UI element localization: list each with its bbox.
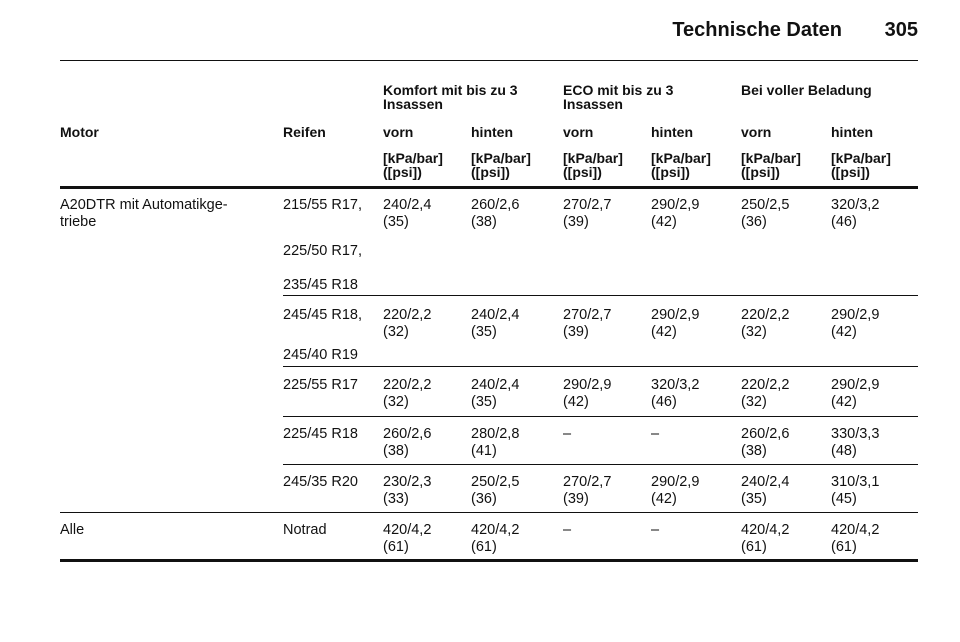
pressure-cell: 220/2,2 (32) xyxy=(383,307,432,340)
pressure-cell: 290/2,9 (42) xyxy=(651,197,700,230)
column-header: vorn xyxy=(563,124,594,140)
row-rule xyxy=(283,366,918,367)
unit-header: [kPa/bar] ([psi]) xyxy=(383,150,443,180)
pressure-cell: 250/2,5 (36) xyxy=(471,474,520,507)
tire-cell: 215/55 R17, xyxy=(283,197,363,213)
pressure-cell: 260/2,6 (38) xyxy=(383,426,432,459)
pressure-cell: 290/2,9 (42) xyxy=(831,307,880,340)
pressure-cell: 240/2,4 (35) xyxy=(741,474,790,507)
pressure-cell: – xyxy=(563,522,572,538)
pressure-cell: 420/4,2 (61) xyxy=(741,522,790,555)
pressure-cell: 320/3,2 (46) xyxy=(651,377,700,410)
table-head-rule xyxy=(60,186,918,189)
header-title: Technische Daten xyxy=(672,19,842,41)
page-number: 305 xyxy=(884,19,918,41)
pressure-cell: 240/2,4 (35) xyxy=(383,197,432,230)
column-header: vorn xyxy=(741,124,772,140)
motor-cell: Alle xyxy=(60,522,85,538)
pressure-cell: 420/4,2 (61) xyxy=(383,522,432,555)
pressure-cell: – xyxy=(563,426,572,442)
pressure-cell: 330/3,3 (48) xyxy=(831,426,880,459)
pressure-cell: 420/4,2 (61) xyxy=(471,522,520,555)
pressure-cell: 320/3,2 (46) xyxy=(831,197,880,230)
pressure-cell: 260/2,6 (38) xyxy=(471,197,520,230)
pressure-cell: 220/2,2 (32) xyxy=(741,377,790,410)
pressure-cell: 270/2,7 (39) xyxy=(563,197,612,230)
pressure-cell: 270/2,7 (39) xyxy=(563,474,612,507)
pressure-cell: 290/2,9 (42) xyxy=(563,377,612,410)
column-header: Motor xyxy=(60,124,99,140)
pressure-cell: 290/2,9 (42) xyxy=(831,377,880,410)
row-rule xyxy=(283,464,918,465)
pressure-cell: 260/2,6 (38) xyxy=(741,426,790,459)
row-rule xyxy=(283,295,918,296)
pressure-cell: 240/2,4 (35) xyxy=(471,377,520,410)
motor-cell: A20DTR mit Automatikge- triebe xyxy=(60,197,228,230)
tire-cell: 235/45 R18 xyxy=(283,277,358,293)
tire-cell: Notrad xyxy=(283,522,327,538)
pressure-cell: 290/2,9 (42) xyxy=(651,307,700,340)
row-rule xyxy=(60,559,918,562)
column-header: hinten xyxy=(471,124,513,140)
unit-header: [kPa/bar] ([psi]) xyxy=(563,150,623,180)
pressure-cell: – xyxy=(651,426,660,442)
column-header: hinten xyxy=(831,124,873,140)
pressure-cell: 290/2,9 (42) xyxy=(651,474,700,507)
tire-cell: 225/55 R17 xyxy=(283,377,358,393)
pressure-cell: 250/2,5 (36) xyxy=(741,197,790,230)
pressure-cell: 270/2,7 (39) xyxy=(563,307,612,340)
unit-header: [kPa/bar] ([psi]) xyxy=(831,150,891,180)
pressure-cell: 420/4,2 (61) xyxy=(831,522,880,555)
pressure-cell: 240/2,4 (35) xyxy=(471,307,520,340)
pressure-cell: 220/2,2 (32) xyxy=(741,307,790,340)
tire-cell: 245/35 R20 xyxy=(283,474,358,490)
row-rule xyxy=(283,416,918,417)
tire-cell: 225/45 R18 xyxy=(283,426,358,442)
column-header: hinten xyxy=(651,124,693,140)
pressure-cell: 220/2,2 (32) xyxy=(383,377,432,410)
unit-header: [kPa/bar] ([psi]) xyxy=(741,150,801,180)
tire-cell: 225/50 R17, xyxy=(283,243,363,259)
unit-header: [kPa/bar] ([psi]) xyxy=(651,150,711,180)
pressure-cell: 310/3,1 (45) xyxy=(831,474,880,507)
tire-cell: 245/45 R18, xyxy=(283,307,363,323)
group-header: Bei voller Beladung xyxy=(741,82,872,98)
column-header: Reifen xyxy=(283,124,326,140)
pressure-cell: – xyxy=(651,522,660,538)
column-header: vorn xyxy=(383,124,414,140)
row-rule xyxy=(60,512,918,513)
group-header: Komfort mit bis zu 3 Insassen xyxy=(383,82,518,112)
header-rule xyxy=(60,60,918,61)
unit-header: [kPa/bar] ([psi]) xyxy=(471,150,531,180)
pressure-cell: 280/2,8 (41) xyxy=(471,426,520,459)
group-header: ECO mit bis zu 3 Insassen xyxy=(563,82,674,112)
pressure-cell: 230/2,3 (33) xyxy=(383,474,432,507)
tire-cell: 245/40 R19 xyxy=(283,347,358,363)
